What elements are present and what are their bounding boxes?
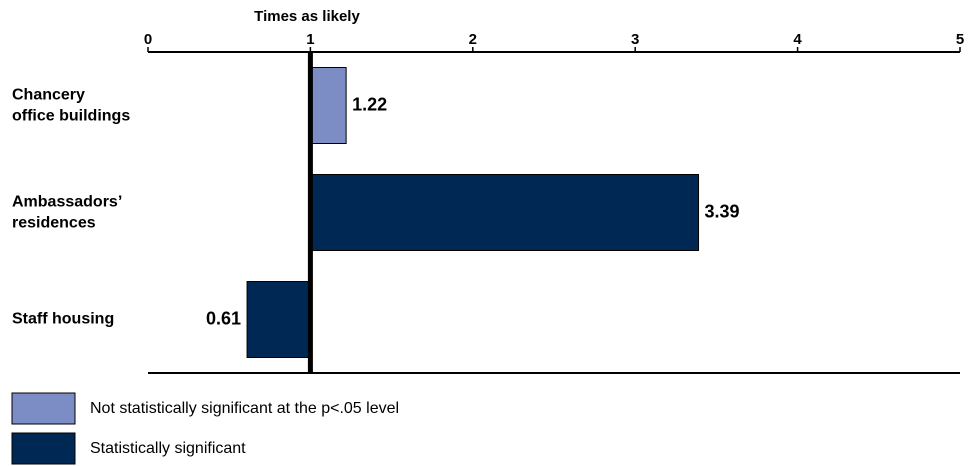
category-label: Chancery office buildings bbox=[12, 87, 130, 125]
x-tick-label: 5 bbox=[956, 31, 964, 48]
category-label: Staff housing bbox=[12, 311, 114, 328]
bar bbox=[309, 67, 347, 144]
x-tick-label: 1 bbox=[306, 31, 314, 48]
x-tick-label: 4 bbox=[793, 31, 802, 48]
bar bbox=[309, 174, 700, 251]
axis-title: Times as likely bbox=[254, 8, 360, 25]
data-label: 1.22 bbox=[352, 94, 387, 114]
bar bbox=[246, 281, 311, 358]
x-tick-label: 3 bbox=[631, 31, 639, 48]
data-label: 0.61 bbox=[206, 308, 241, 328]
x-tick-label: 2 bbox=[469, 31, 477, 48]
legend-label: Not statistically significant at the p<.… bbox=[90, 400, 399, 417]
category-label: Ambassadors’ residences bbox=[12, 194, 122, 232]
x-tick-label: 0 bbox=[144, 31, 152, 48]
legend-swatch bbox=[11, 392, 76, 425]
legend-label: Statistically significant bbox=[90, 440, 246, 457]
data-label: 3.39 bbox=[705, 201, 740, 221]
legend-swatch bbox=[11, 432, 76, 465]
